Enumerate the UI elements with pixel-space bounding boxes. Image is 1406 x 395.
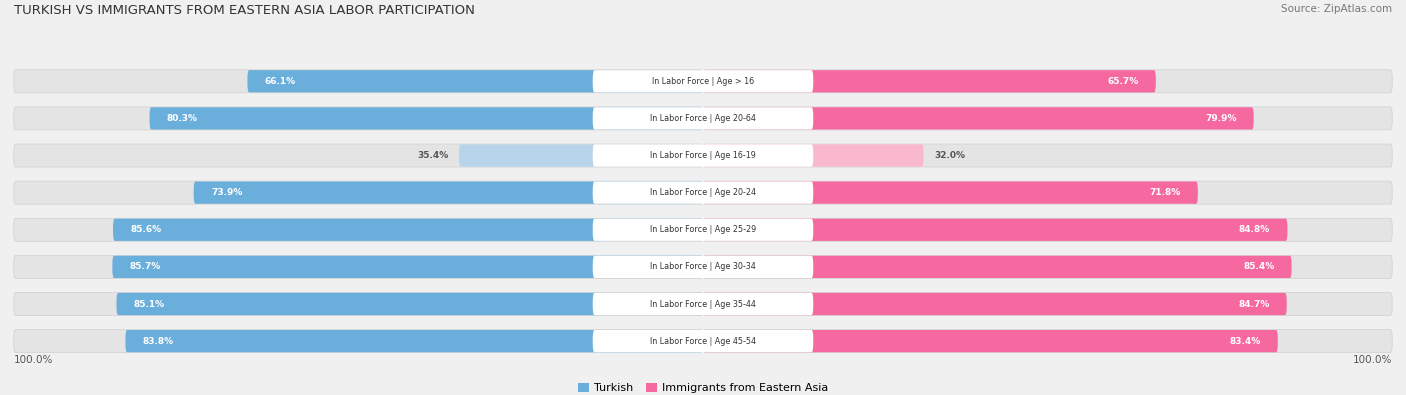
Legend: Turkish, Immigrants from Eastern Asia: Turkish, Immigrants from Eastern Asia — [574, 378, 832, 395]
Text: In Labor Force | Age 16-19: In Labor Force | Age 16-19 — [650, 151, 756, 160]
Text: 100.0%: 100.0% — [1353, 356, 1392, 365]
Text: 85.1%: 85.1% — [134, 299, 165, 308]
FancyBboxPatch shape — [593, 145, 813, 167]
Text: 83.4%: 83.4% — [1229, 337, 1261, 346]
FancyBboxPatch shape — [14, 181, 703, 204]
FancyBboxPatch shape — [703, 330, 1278, 352]
Text: In Labor Force | Age 20-24: In Labor Force | Age 20-24 — [650, 188, 756, 197]
Text: TURKISH VS IMMIGRANTS FROM EASTERN ASIA LABOR PARTICIPATION: TURKISH VS IMMIGRANTS FROM EASTERN ASIA … — [14, 4, 475, 17]
FancyBboxPatch shape — [593, 182, 813, 204]
Text: 32.0%: 32.0% — [934, 151, 965, 160]
Text: 35.4%: 35.4% — [418, 151, 449, 160]
Text: 80.3%: 80.3% — [167, 114, 198, 123]
Text: In Labor Force | Age > 16: In Labor Force | Age > 16 — [652, 77, 754, 86]
FancyBboxPatch shape — [703, 70, 1156, 92]
Text: In Labor Force | Age 30-34: In Labor Force | Age 30-34 — [650, 262, 756, 271]
FancyBboxPatch shape — [593, 70, 813, 92]
FancyBboxPatch shape — [703, 107, 1254, 130]
Text: 100.0%: 100.0% — [14, 356, 53, 365]
FancyBboxPatch shape — [593, 330, 813, 352]
Text: In Labor Force | Age 45-54: In Labor Force | Age 45-54 — [650, 337, 756, 346]
FancyBboxPatch shape — [703, 145, 924, 167]
Text: 84.8%: 84.8% — [1239, 225, 1270, 234]
Text: 79.9%: 79.9% — [1205, 114, 1236, 123]
FancyBboxPatch shape — [247, 70, 703, 92]
FancyBboxPatch shape — [14, 293, 703, 316]
FancyBboxPatch shape — [703, 181, 1392, 204]
FancyBboxPatch shape — [703, 107, 1392, 130]
FancyBboxPatch shape — [703, 218, 1288, 241]
FancyBboxPatch shape — [14, 107, 703, 130]
Text: 71.8%: 71.8% — [1149, 188, 1181, 197]
FancyBboxPatch shape — [703, 256, 1292, 278]
FancyBboxPatch shape — [703, 144, 1392, 167]
FancyBboxPatch shape — [593, 107, 813, 130]
FancyBboxPatch shape — [125, 330, 703, 352]
Text: In Labor Force | Age 20-64: In Labor Force | Age 20-64 — [650, 114, 756, 123]
FancyBboxPatch shape — [703, 329, 1392, 353]
Text: 65.7%: 65.7% — [1108, 77, 1139, 86]
FancyBboxPatch shape — [703, 70, 1392, 93]
Text: In Labor Force | Age 35-44: In Labor Force | Age 35-44 — [650, 299, 756, 308]
FancyBboxPatch shape — [14, 218, 703, 241]
FancyBboxPatch shape — [112, 218, 703, 241]
FancyBboxPatch shape — [593, 293, 813, 315]
FancyBboxPatch shape — [458, 145, 703, 167]
FancyBboxPatch shape — [117, 293, 703, 315]
Text: 73.9%: 73.9% — [211, 188, 242, 197]
FancyBboxPatch shape — [14, 256, 703, 278]
FancyBboxPatch shape — [703, 218, 1392, 241]
FancyBboxPatch shape — [593, 256, 813, 278]
FancyBboxPatch shape — [14, 144, 703, 167]
Text: 85.4%: 85.4% — [1243, 262, 1274, 271]
Text: 66.1%: 66.1% — [264, 77, 295, 86]
FancyBboxPatch shape — [703, 293, 1286, 315]
FancyBboxPatch shape — [703, 182, 1198, 204]
FancyBboxPatch shape — [149, 107, 703, 130]
FancyBboxPatch shape — [14, 329, 703, 353]
Text: 85.6%: 85.6% — [131, 225, 162, 234]
Text: 85.7%: 85.7% — [129, 262, 160, 271]
FancyBboxPatch shape — [112, 256, 703, 278]
Text: 84.7%: 84.7% — [1239, 299, 1270, 308]
FancyBboxPatch shape — [703, 256, 1392, 278]
FancyBboxPatch shape — [703, 293, 1392, 316]
FancyBboxPatch shape — [14, 70, 703, 93]
Text: In Labor Force | Age 25-29: In Labor Force | Age 25-29 — [650, 225, 756, 234]
Text: Source: ZipAtlas.com: Source: ZipAtlas.com — [1281, 4, 1392, 14]
Text: 83.8%: 83.8% — [142, 337, 174, 346]
FancyBboxPatch shape — [593, 218, 813, 241]
FancyBboxPatch shape — [194, 182, 703, 204]
